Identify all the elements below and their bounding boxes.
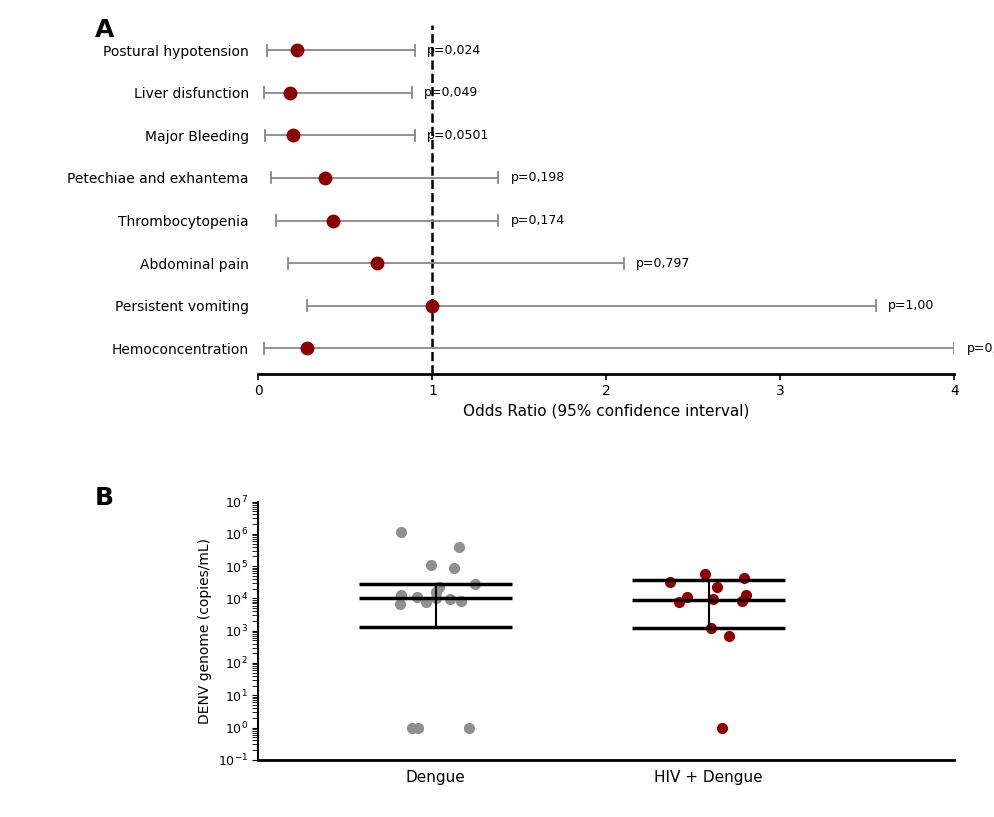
X-axis label: Odds Ratio (95% confidence interval): Odds Ratio (95% confidence interval) bbox=[463, 404, 749, 419]
Point bbox=[461, 721, 477, 734]
Point bbox=[394, 526, 410, 539]
Text: p=0,0501: p=0,0501 bbox=[427, 129, 490, 142]
Point bbox=[405, 721, 420, 734]
Point bbox=[418, 596, 434, 609]
Point bbox=[442, 592, 458, 605]
Text: p=0,049: p=0,049 bbox=[423, 86, 478, 99]
Y-axis label: DENV genome (copies/mL): DENV genome (copies/mL) bbox=[199, 538, 213, 724]
Text: p=0,174: p=0,174 bbox=[511, 214, 565, 227]
Text: p=1,00: p=1,00 bbox=[889, 299, 934, 312]
Text: p=0,198: p=0,198 bbox=[511, 172, 565, 185]
Point bbox=[703, 622, 719, 635]
Text: p=0,617: p=0,617 bbox=[966, 342, 994, 355]
Point bbox=[409, 591, 424, 604]
Text: B: B bbox=[95, 486, 114, 510]
Text: A: A bbox=[95, 17, 114, 42]
Point bbox=[428, 585, 444, 598]
Point bbox=[431, 581, 447, 594]
Point bbox=[662, 575, 678, 588]
Point bbox=[697, 568, 713, 581]
Point bbox=[452, 594, 468, 607]
Point bbox=[411, 721, 426, 734]
Point bbox=[722, 629, 738, 642]
Point bbox=[393, 598, 409, 611]
Point bbox=[736, 572, 751, 585]
Point bbox=[450, 541, 466, 554]
Point bbox=[393, 588, 409, 601]
Point bbox=[671, 596, 687, 609]
Point bbox=[715, 721, 731, 734]
Point bbox=[709, 581, 725, 594]
Point bbox=[427, 592, 443, 605]
Point bbox=[735, 594, 750, 607]
Point bbox=[705, 592, 721, 605]
Point bbox=[679, 591, 695, 604]
Text: p=0,024: p=0,024 bbox=[427, 43, 481, 56]
Text: p=0,797: p=0,797 bbox=[636, 257, 690, 270]
Point bbox=[422, 558, 438, 571]
Point bbox=[467, 578, 483, 591]
Point bbox=[446, 562, 462, 575]
Point bbox=[738, 588, 753, 601]
